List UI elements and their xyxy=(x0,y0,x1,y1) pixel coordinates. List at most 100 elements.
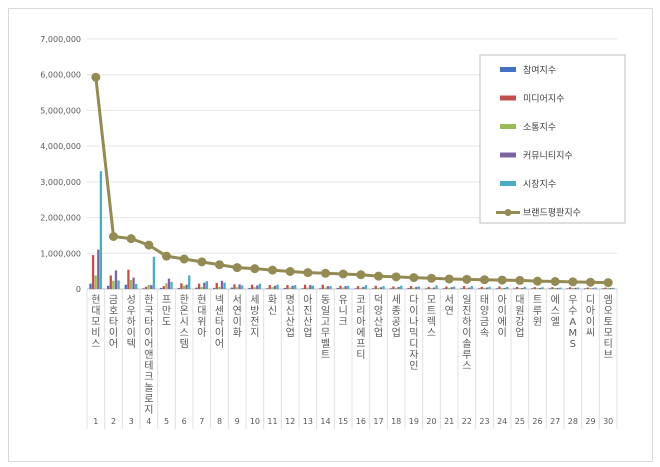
bar-1 xyxy=(354,288,357,289)
bar-3 xyxy=(218,286,221,289)
bar-3 xyxy=(129,280,133,289)
brand-index-point xyxy=(391,272,401,282)
bar-5 xyxy=(594,287,597,289)
y-tick-label: 6,000,000 xyxy=(40,71,81,80)
bar-4 xyxy=(220,280,224,289)
brand-index-point xyxy=(109,232,118,241)
bar-2 xyxy=(91,255,95,289)
brand-index-point xyxy=(162,251,171,261)
bar-1 xyxy=(107,285,110,289)
bar-4 xyxy=(609,287,612,289)
bar-3 xyxy=(394,287,398,289)
bar-4 xyxy=(273,285,277,289)
bar-1 xyxy=(248,287,251,289)
bar-4 xyxy=(415,286,418,289)
bar-3 xyxy=(94,275,97,289)
rank-label: 10 xyxy=(250,417,260,426)
bar-1 xyxy=(513,288,516,289)
bar-2 xyxy=(445,286,448,289)
rank-label: 15 xyxy=(338,417,348,426)
y-tick-label: 2,000,000 xyxy=(40,214,81,223)
rank-label: 1 xyxy=(93,417,98,426)
legend-swatch xyxy=(500,181,516,186)
bar-2 xyxy=(356,286,360,289)
bar-5 xyxy=(576,287,580,289)
bar-3 xyxy=(182,285,186,289)
bar-1 xyxy=(601,288,604,289)
legend-label: 브랜드평판지수 xyxy=(523,208,581,219)
bar-5 xyxy=(541,287,544,289)
bar-5 xyxy=(223,282,226,289)
bar-2 xyxy=(409,286,413,289)
bar-4 xyxy=(432,287,436,289)
rank-label: 22 xyxy=(462,417,472,426)
brand-index-point xyxy=(568,277,578,287)
legend-label: 소통지수 xyxy=(523,122,556,133)
rank-label: 8 xyxy=(217,417,222,426)
rank-label: 20 xyxy=(426,417,436,426)
bar-1 xyxy=(266,288,269,289)
rank-label: 9 xyxy=(235,417,240,426)
bar-5 xyxy=(99,171,103,289)
bar-3 xyxy=(200,286,203,289)
bar-5 xyxy=(453,286,456,289)
brand-index-point xyxy=(179,254,189,264)
bar-2 xyxy=(215,282,218,289)
bar-5 xyxy=(241,285,244,289)
bar-2 xyxy=(197,283,201,289)
bar-3 xyxy=(377,287,380,289)
bar-4 xyxy=(97,249,100,289)
bar-5 xyxy=(205,281,209,289)
bar-2 xyxy=(233,284,236,289)
bar-1 xyxy=(124,284,127,289)
rank-label: 7 xyxy=(199,417,204,426)
bar-5 xyxy=(311,285,315,289)
bar-1 xyxy=(160,287,163,289)
bar-4 xyxy=(574,287,577,289)
bar-2 xyxy=(321,284,324,289)
brand-index-point xyxy=(409,273,419,283)
bar-3 xyxy=(271,287,274,289)
bar-1 xyxy=(213,287,216,289)
bar-5 xyxy=(258,283,262,289)
rank-label: 6 xyxy=(182,417,187,426)
rank-label: 26 xyxy=(532,417,542,426)
y-tick-label: 3,000,000 xyxy=(40,178,81,187)
legend-label: 미디어지수 xyxy=(523,94,564,105)
brand-index-point xyxy=(533,276,542,286)
bar-3 xyxy=(165,283,168,289)
legend-label: 시장지수 xyxy=(523,179,556,190)
brand-index-point xyxy=(550,277,560,286)
rank-label: 5 xyxy=(164,417,169,426)
bar-2 xyxy=(109,275,112,289)
bar-2 xyxy=(144,286,148,289)
rank-label: 3 xyxy=(129,417,134,426)
brand-index-point xyxy=(144,240,154,250)
bar-1 xyxy=(195,287,198,289)
bar-4 xyxy=(591,288,595,289)
bar-4 xyxy=(238,284,241,289)
bar-5 xyxy=(117,280,120,289)
brand-index-point xyxy=(268,265,277,275)
rank-label: 23 xyxy=(479,417,489,426)
bar-3 xyxy=(253,287,256,289)
bar-3 xyxy=(147,285,150,289)
bar-5 xyxy=(382,286,385,289)
bar-5 xyxy=(170,281,173,289)
bar-5 xyxy=(364,285,368,289)
bar-1 xyxy=(531,288,534,289)
bar-2 xyxy=(127,269,130,289)
